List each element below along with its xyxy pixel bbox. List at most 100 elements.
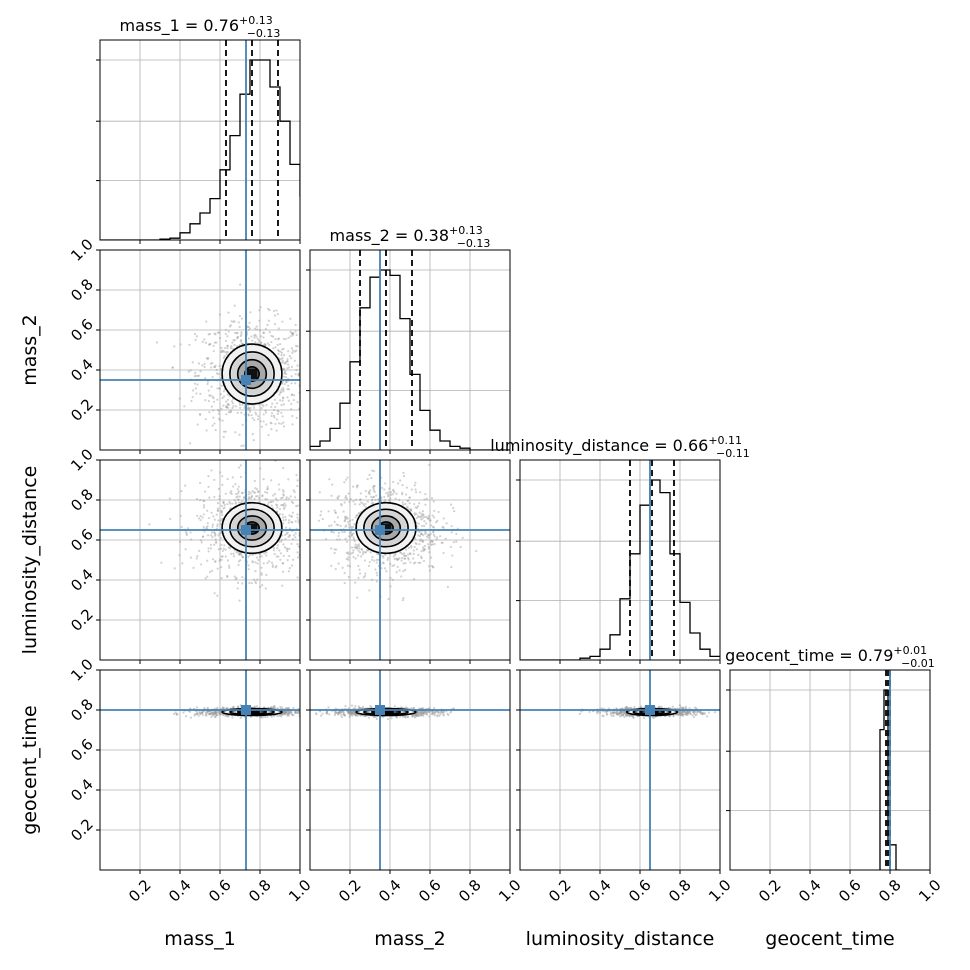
- scatter-point: [236, 705, 240, 708]
- scatter-point: [260, 571, 263, 575]
- scatter-point: [266, 323, 269, 327]
- scatter-point: [203, 365, 206, 369]
- scatter-point: [289, 330, 292, 333]
- scatter-point: [182, 711, 185, 714]
- scatter-point: [239, 406, 242, 409]
- scatter-point: [247, 406, 250, 410]
- scatter-point: [195, 713, 199, 716]
- scatter-point: [279, 558, 282, 561]
- panel-plot-area: [100, 460, 324, 660]
- scatter-point: [418, 712, 421, 715]
- scatter-point: [344, 525, 347, 528]
- scatter-point: [405, 486, 409, 489]
- scatter-point: [247, 497, 251, 500]
- scatter-point: [237, 563, 240, 567]
- scatter-point: [347, 710, 350, 714]
- scatter-point: [189, 716, 192, 719]
- scatter-point: [278, 714, 281, 717]
- scatter-point: [276, 313, 279, 316]
- scatter-point: [230, 490, 233, 493]
- scatter-point: [397, 557, 400, 561]
- scatter-point: [213, 710, 216, 714]
- scatter-point: [283, 372, 286, 375]
- scatter-point: [249, 410, 252, 413]
- scatter-point: [207, 343, 210, 346]
- scatter-point: [337, 711, 340, 715]
- scatter-point: [296, 556, 300, 559]
- scatter-point: [357, 543, 360, 546]
- scatter-point: [216, 398, 219, 401]
- scatter-point: [398, 715, 402, 718]
- scatter-point: [419, 539, 422, 543]
- scatter-point: [226, 402, 229, 405]
- scatter-point: [196, 423, 199, 426]
- scatter-point: [214, 333, 217, 336]
- scatter-point: [216, 706, 219, 709]
- scatter-point: [315, 712, 318, 715]
- density-core: [380, 710, 392, 714]
- scatter-point: [418, 511, 421, 514]
- panel-title-luminosity_distance: luminosity_distance = 0.66+0.11 −0.11: [490, 434, 750, 460]
- scatter-point: [281, 712, 284, 715]
- scatter-point: [262, 331, 265, 334]
- scatter-point: [280, 388, 283, 391]
- scatter-point: [291, 393, 294, 396]
- scatter-point: [417, 553, 420, 556]
- scatter-point: [282, 397, 285, 400]
- scatter-point: [347, 523, 351, 526]
- scatter-point: [226, 403, 229, 407]
- scatter-point: [218, 532, 221, 535]
- scatter-point: [201, 713, 204, 717]
- scatter-point: [184, 548, 187, 551]
- x-tick-label: 0.8: [875, 876, 905, 906]
- scatter-point: [406, 499, 409, 502]
- scatter-point: [294, 382, 297, 385]
- contour-line: [236, 515, 268, 541]
- scatter-point: [370, 495, 373, 499]
- scatter-point: [385, 492, 388, 495]
- scatter-point: [274, 346, 277, 349]
- scatter-point: [421, 713, 424, 716]
- scatter-point: [364, 715, 367, 718]
- scatter-point: [220, 555, 223, 558]
- scatter-point: [238, 551, 241, 554]
- scatter-point: [185, 532, 188, 535]
- scatter-point: [256, 556, 259, 559]
- scatter-point: [254, 333, 257, 337]
- scatter-point: [253, 705, 256, 708]
- scatter-point: [264, 411, 268, 414]
- scatter-point: [196, 711, 199, 714]
- scatter-point: [214, 538, 217, 541]
- scatter-point: [296, 516, 299, 519]
- scatter-point: [280, 358, 283, 361]
- scatter-point: [352, 711, 356, 715]
- scatter-point: [201, 711, 204, 714]
- scatter-point: [204, 712, 207, 715]
- scatter-point: [442, 517, 445, 520]
- scatter-point: [295, 504, 298, 508]
- scatter-point: [453, 510, 456, 513]
- scatter-point: [418, 535, 422, 538]
- scatter-point: [305, 518, 307, 520]
- scatter-point: [322, 537, 324, 539]
- scatter-point: [354, 707, 357, 710]
- scatter-point: [200, 563, 203, 566]
- scatter-point: [425, 712, 428, 715]
- scatter-point: [627, 706, 630, 710]
- scatter-point: [407, 546, 410, 549]
- scatter-point: [226, 393, 229, 396]
- scatter-point: [196, 555, 199, 558]
- scatter-point: [247, 414, 250, 417]
- scatter-point: [252, 404, 255, 407]
- scatter-point: [281, 562, 285, 565]
- scatter-point: [226, 335, 229, 338]
- scatter-point: [236, 337, 239, 340]
- scatter-point: [247, 496, 251, 499]
- scatter-point: [203, 338, 206, 341]
- scatter-point: [227, 546, 230, 549]
- scatter-point: [233, 320, 236, 323]
- scatter-point: [213, 543, 216, 546]
- scatter-point: [349, 712, 352, 715]
- scatter-point: [227, 330, 230, 333]
- scatter-point: [360, 707, 363, 710]
